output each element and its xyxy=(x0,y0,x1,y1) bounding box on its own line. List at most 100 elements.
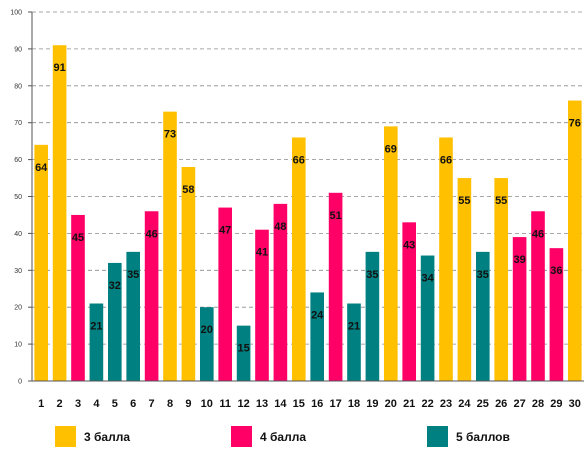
x-tick-label: 30 xyxy=(569,398,581,410)
y-tick-label: 10 xyxy=(14,342,22,349)
data-label: 43 xyxy=(403,239,415,251)
grid-lines xyxy=(32,11,584,345)
x-tick-label: 23 xyxy=(440,398,452,410)
data-label: 46 xyxy=(532,228,544,240)
data-label: 24 xyxy=(311,309,324,321)
bar xyxy=(457,178,472,381)
data-label: 55 xyxy=(458,195,470,207)
data-label: 34 xyxy=(421,273,434,285)
bar xyxy=(402,222,417,381)
y-tick-label: 70 xyxy=(14,120,22,127)
legend: 3 балла 4 балла 5 баллов xyxy=(55,426,510,447)
bar xyxy=(420,255,435,381)
bar xyxy=(199,307,214,381)
legend-label: 4 балла xyxy=(260,430,306,444)
bar xyxy=(383,126,398,381)
x-tick-label: 8 xyxy=(167,398,173,410)
bar xyxy=(439,137,453,381)
x-tick-label: 16 xyxy=(311,398,323,410)
data-label: 35 xyxy=(366,269,378,281)
x-tick-label: 4 xyxy=(93,398,100,410)
data-label: 36 xyxy=(550,265,562,277)
data-label: 41 xyxy=(256,247,268,259)
data-label: 76 xyxy=(569,118,581,130)
legend-label: 5 баллов xyxy=(456,430,510,444)
bar xyxy=(567,100,582,381)
data-labels: 64 91 45 21 32 35 46 73 58 20 47 15 41 48 66 24 51 21 35 69… xyxy=(35,62,581,354)
bar xyxy=(512,237,527,381)
x-tick-label: 7 xyxy=(149,398,155,410)
x-tick-label: 27 xyxy=(513,398,525,410)
x-tick-label: 14 xyxy=(274,398,287,410)
x-tick-label: 28 xyxy=(532,398,544,410)
x-tick-label: 20 xyxy=(385,398,397,410)
bar xyxy=(475,251,490,381)
bar xyxy=(218,207,233,381)
data-label: 66 xyxy=(293,154,305,166)
y-tick-label: 50 xyxy=(14,194,22,201)
bar xyxy=(347,303,361,381)
data-label: 48 xyxy=(274,221,286,233)
x-tick-label: 19 xyxy=(366,398,378,410)
x-tick-label: 29 xyxy=(550,398,562,410)
bar xyxy=(328,192,343,381)
x-axis: 1 2 3 4 5 6 7 8 9 10 11 12 13 14 15 16 17 18 19 20 21 22 23 24 2… xyxy=(32,380,584,410)
y-tick-label: 40 xyxy=(14,231,22,238)
x-tick-label: 24 xyxy=(458,398,471,410)
data-label: 46 xyxy=(145,228,157,240)
legend-swatch xyxy=(427,426,448,447)
data-label: 15 xyxy=(237,343,249,355)
bar xyxy=(531,211,545,381)
x-tick-label: 10 xyxy=(201,398,213,410)
data-label: 91 xyxy=(53,62,65,74)
data-label: 21 xyxy=(90,321,102,333)
data-label: 47 xyxy=(219,225,231,237)
bar xyxy=(71,214,85,381)
y-tick-label: 30 xyxy=(14,268,22,275)
x-tick-label: 18 xyxy=(348,398,360,410)
bar xyxy=(255,229,269,381)
data-label: 55 xyxy=(495,195,507,207)
data-label: 35 xyxy=(127,269,139,281)
bar xyxy=(273,203,288,381)
data-label: 66 xyxy=(440,154,452,166)
x-tick-label: 13 xyxy=(256,398,268,410)
x-tick-label: 26 xyxy=(495,398,507,410)
data-label: 64 xyxy=(35,162,48,174)
data-label: 20 xyxy=(201,324,213,336)
bar xyxy=(549,248,564,381)
bar xyxy=(144,211,159,381)
bar xyxy=(291,137,306,381)
bar xyxy=(52,45,67,382)
y-tick-label: 100 xyxy=(10,10,22,17)
data-label: 69 xyxy=(385,143,397,155)
bar xyxy=(236,325,251,381)
x-tick-label: 3 xyxy=(75,398,81,410)
data-label: 73 xyxy=(164,129,176,141)
data-label: 51 xyxy=(329,210,341,222)
x-tick-label: 25 xyxy=(477,398,489,410)
legend-swatch xyxy=(231,426,252,447)
data-label: 21 xyxy=(348,321,360,333)
x-tick-label: 22 xyxy=(421,398,433,410)
x-tick-label: 15 xyxy=(293,398,305,410)
legend-swatch xyxy=(55,426,76,447)
legend-label: 3 балла xyxy=(84,430,130,444)
bar xyxy=(107,262,122,381)
x-tick-label: 1 xyxy=(38,398,44,410)
bar xyxy=(89,303,104,381)
x-tick-label: 12 xyxy=(237,398,249,410)
bar xyxy=(126,251,141,381)
bar xyxy=(494,178,509,381)
y-tick-label: 20 xyxy=(14,305,22,312)
x-tick-label: 11 xyxy=(219,398,231,410)
data-label: 39 xyxy=(513,254,525,266)
x-tick-label: 17 xyxy=(329,398,341,410)
bars xyxy=(34,45,582,382)
data-label: 58 xyxy=(182,184,194,196)
x-tick-label: 21 xyxy=(403,398,415,410)
y-tick-label: 90 xyxy=(14,46,22,53)
data-label: 45 xyxy=(72,232,84,244)
x-tick-label: 9 xyxy=(185,398,191,410)
